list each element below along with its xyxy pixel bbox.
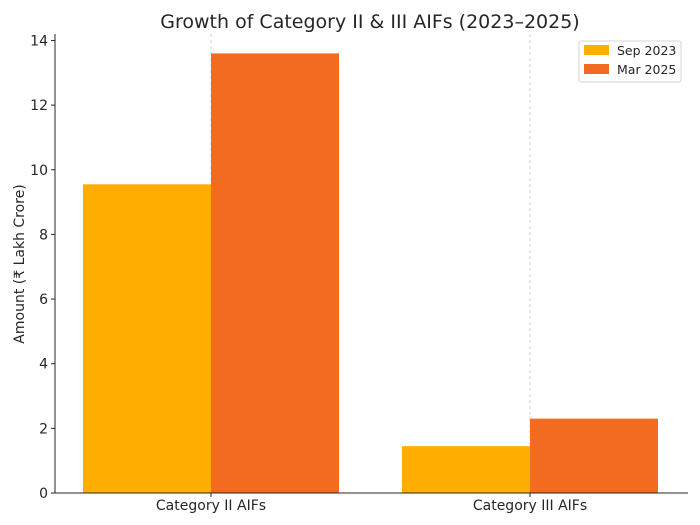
legend-swatch-0	[584, 45, 609, 55]
x-tick-label: Category II AIFs	[156, 498, 266, 514]
y-axis-label: Amount (₹ Lakh Crore)	[12, 184, 28, 343]
legend-swatch-1	[584, 64, 609, 74]
bars	[83, 53, 658, 493]
legend-label-1: Mar 2025	[617, 62, 676, 77]
y-tick-label: 6	[39, 292, 48, 308]
y-tick-label: 12	[30, 98, 48, 114]
axes	[54, 34, 688, 494]
y-ticks: 0 2 4 6 8 10 12 14	[30, 33, 55, 502]
y-tick-label: 10	[30, 163, 48, 179]
legend: Sep 2023 Mar 2025	[578, 40, 682, 83]
x-tick-label: Category III AIFs	[473, 498, 587, 514]
y-tick-label: 4	[39, 357, 48, 373]
y-tick-label: 8	[39, 227, 48, 243]
x-ticks: Category II AIFs Category III AIFs	[156, 493, 587, 514]
bar-sep-2023-category-iii	[402, 446, 530, 493]
bar-mar-2025-category-iii	[530, 418, 658, 493]
bar-sep-2023-category-ii	[83, 184, 211, 493]
y-tick-label: 2	[39, 421, 48, 437]
legend-label-0: Sep 2023	[617, 43, 676, 58]
chart-title: Growth of Category II & III AIFs (2023–2…	[160, 11, 579, 33]
y-tick-label: 14	[30, 33, 48, 49]
y-tick-label: 0	[39, 486, 48, 502]
bar-mar-2025-category-ii	[211, 53, 339, 493]
